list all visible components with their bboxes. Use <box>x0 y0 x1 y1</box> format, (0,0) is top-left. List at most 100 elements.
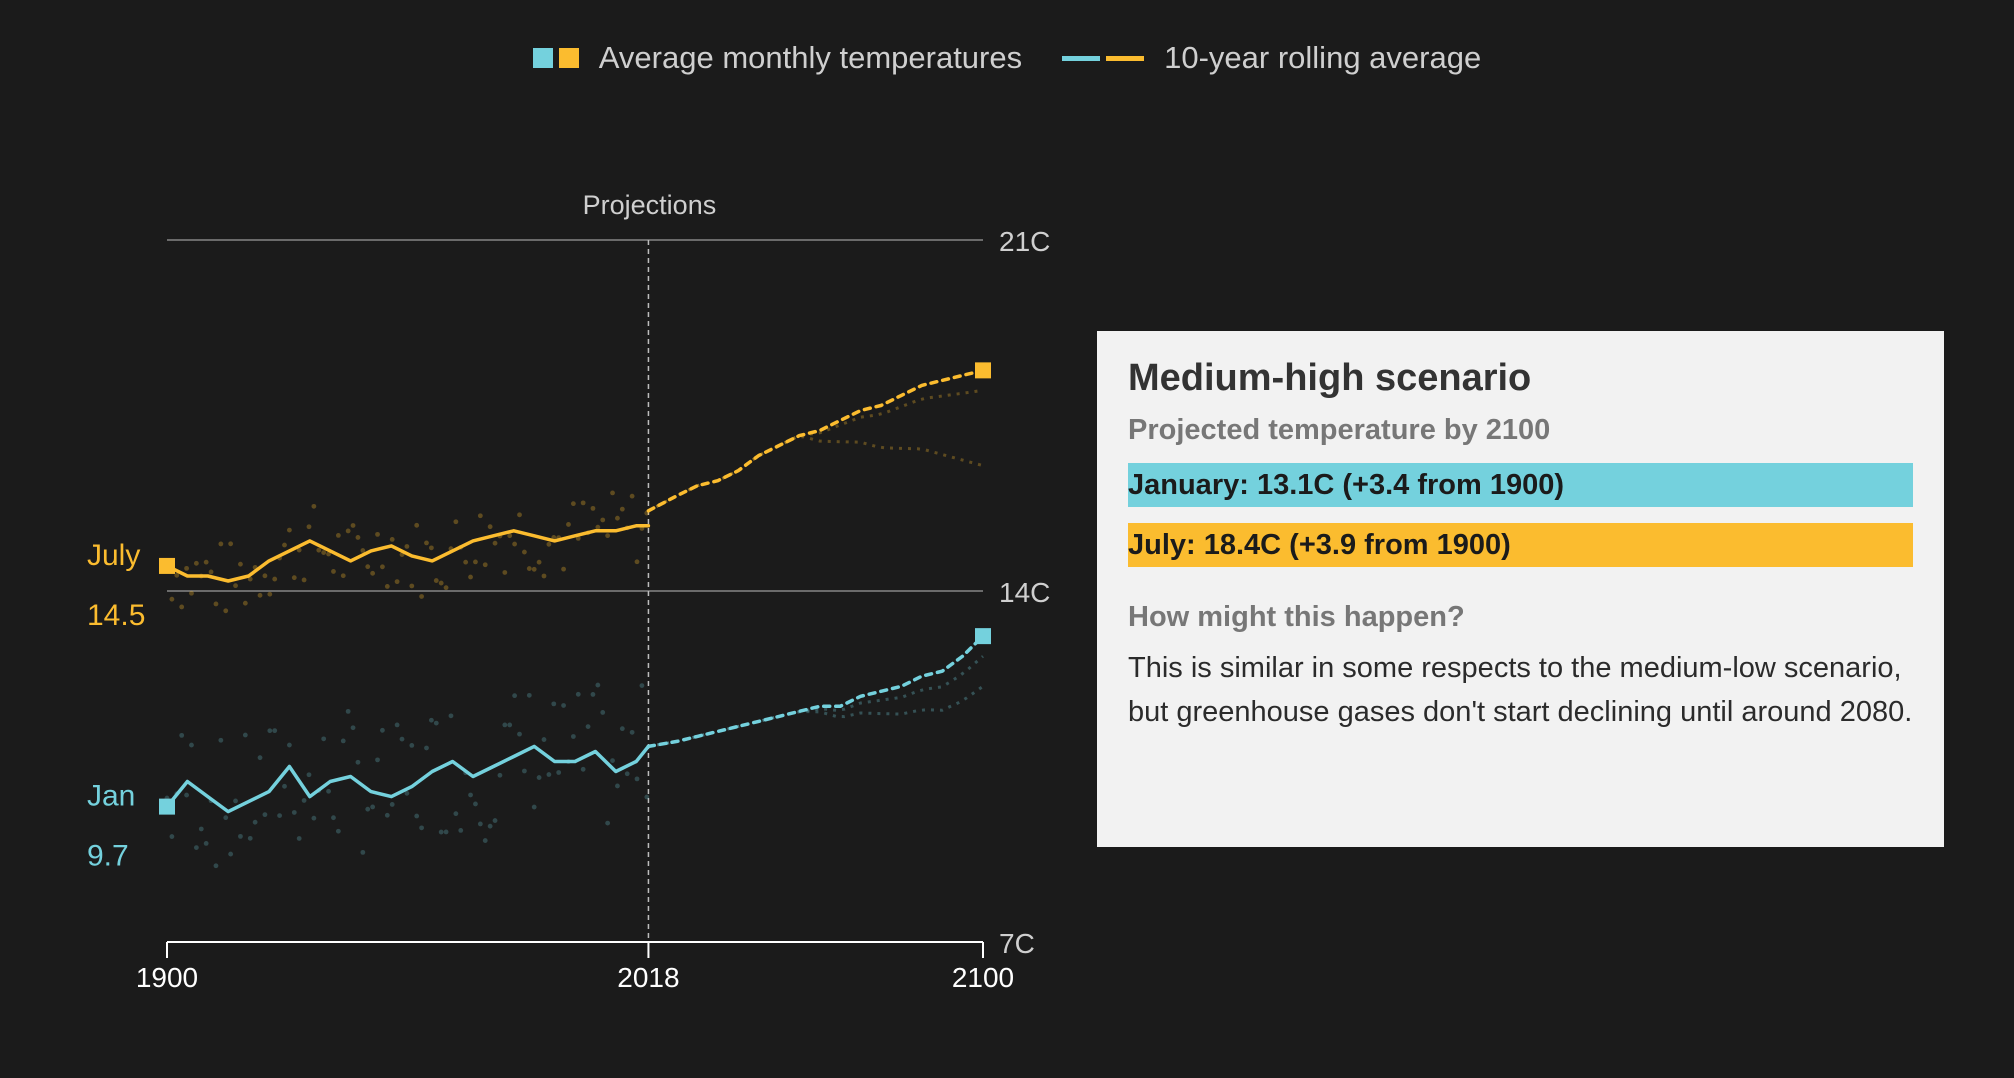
scatter-dot-july <box>507 533 513 539</box>
scatter-dot-july <box>419 594 424 599</box>
scatter-dot-jan <box>585 724 591 729</box>
scatter-dot-july <box>370 570 376 576</box>
scatter-dot-july <box>291 575 297 581</box>
scatter-dot-july <box>375 531 380 537</box>
scatter-dot-jan <box>370 804 376 810</box>
scatter-dot-july <box>424 540 429 546</box>
scatter-dot-july <box>262 573 268 579</box>
scatter-dot-jan <box>247 835 253 841</box>
alt-path-jan-low <box>648 685 984 748</box>
scatter-dot-july <box>600 517 606 523</box>
scatter-dot-july <box>174 572 180 578</box>
scatter-dot-july <box>438 580 444 586</box>
scatter-dot-july <box>242 600 248 606</box>
scatter-dot-jan <box>522 768 527 774</box>
x-tick-label-2018: 2018 <box>617 962 679 993</box>
scatter-dot-jan <box>355 759 361 765</box>
scatter-dot-jan <box>487 823 493 829</box>
scatter-dot-jan <box>399 736 405 742</box>
alt-path-july-high <box>647 388 984 513</box>
x-tick-label-2100: 2100 <box>952 962 1014 993</box>
scatter-dot-jan <box>610 758 615 763</box>
scatter-dot-jan <box>218 737 224 743</box>
line-july-projection <box>646 368 985 513</box>
scatter-dot-jan <box>536 775 542 780</box>
scatter-dot-jan <box>468 792 473 798</box>
alt-path-july-low <box>647 435 984 513</box>
scatter-dot-jan <box>424 745 429 751</box>
projection-label: Projections <box>583 190 717 220</box>
scatter-dot-july <box>360 548 366 553</box>
scatter-dot-jan <box>331 815 336 821</box>
scatter-dot-july <box>409 583 415 589</box>
scatter-dot-july <box>546 541 552 547</box>
scatter-dot-jan <box>394 722 400 728</box>
scatter-dot-july <box>257 592 263 598</box>
scatter-dot-jan <box>267 728 273 734</box>
scatter-dot-july <box>287 527 292 533</box>
scatter-dot-july <box>179 604 185 610</box>
series-value-july: 14.5 <box>87 599 145 632</box>
scatter-dot-jan <box>458 827 464 833</box>
scatter-dot-jan <box>179 732 185 738</box>
scatter-dot-jan <box>512 693 518 699</box>
scatter-dot-july <box>301 577 307 583</box>
scatter-dot-jan <box>184 792 189 798</box>
scatter-dot-july <box>536 559 542 565</box>
january-projection-bar: January: 13.1C (+3.4 from 1900) <box>1128 463 1913 507</box>
scatter-dot-july <box>321 550 327 555</box>
scatter-dot-july <box>575 535 581 541</box>
scatter-dot-july <box>404 544 410 549</box>
y-tick-label-14: 14C <box>999 577 1050 608</box>
scatter-dot-july <box>326 551 331 557</box>
scatter-dot-jan <box>531 804 537 810</box>
scatter-dot-jan <box>311 815 317 821</box>
scatter-dot-jan <box>238 833 243 839</box>
scatter-dot-jan <box>492 818 498 823</box>
scatter-dot-jan <box>629 729 635 735</box>
scatter-dot-july <box>517 512 522 518</box>
scatter-dot-july <box>433 578 439 583</box>
scatter-dot-jan <box>438 829 444 835</box>
legend-monthly: Average monthly temperatures <box>532 40 1022 76</box>
scatter-dot-july <box>487 524 493 530</box>
scatter-dot-july <box>306 524 312 530</box>
scatter-dot-july <box>482 562 488 568</box>
scatter-dot-jan <box>561 703 566 708</box>
scatter-dot-jan <box>575 691 581 697</box>
scatter-dot-july <box>468 574 473 580</box>
endpoint-july-1900 <box>159 557 175 574</box>
scatter-dots <box>164 388 984 869</box>
scatter-dot-july <box>169 596 175 602</box>
scatter-dot-july <box>184 565 189 571</box>
scatter-dot-jan <box>350 725 356 731</box>
scatter-dot-jan <box>296 836 302 841</box>
scatter-dot-july <box>526 566 532 571</box>
scatter-dot-july <box>443 585 449 591</box>
scatter-dot-jan <box>526 692 532 698</box>
scatter-dot-jan <box>223 815 229 821</box>
scatter-dot-july <box>463 559 469 565</box>
scatter-dot-jan <box>570 734 576 739</box>
scatter-dot-jan <box>414 813 420 819</box>
scatter-dot-july <box>193 560 199 566</box>
scatter-dot-jan <box>365 806 371 812</box>
scatter-dot-july <box>345 528 351 534</box>
scatter-dot-jan <box>482 838 488 843</box>
scatter-dot-jan <box>409 742 415 748</box>
scatter-dot-jan <box>321 736 327 742</box>
scatter-dot-july <box>473 559 478 565</box>
scatter-dot-july <box>615 515 620 521</box>
scatter-dot-july <box>634 559 640 565</box>
scatter-dot-july <box>389 536 395 542</box>
scatter-dot-july <box>311 503 317 509</box>
scatter-dot-july <box>561 566 566 572</box>
scatter-dot-july <box>296 547 302 553</box>
scatter-dot-july <box>531 566 537 572</box>
scatter-dot-jan <box>473 801 478 807</box>
scatter-dot-july <box>350 523 356 528</box>
y-tick-label-21: 21C <box>999 226 1050 257</box>
series-lines <box>165 368 985 814</box>
y-tick-label-7: 7C <box>999 928 1035 959</box>
scatter-dot-jan <box>389 802 395 807</box>
